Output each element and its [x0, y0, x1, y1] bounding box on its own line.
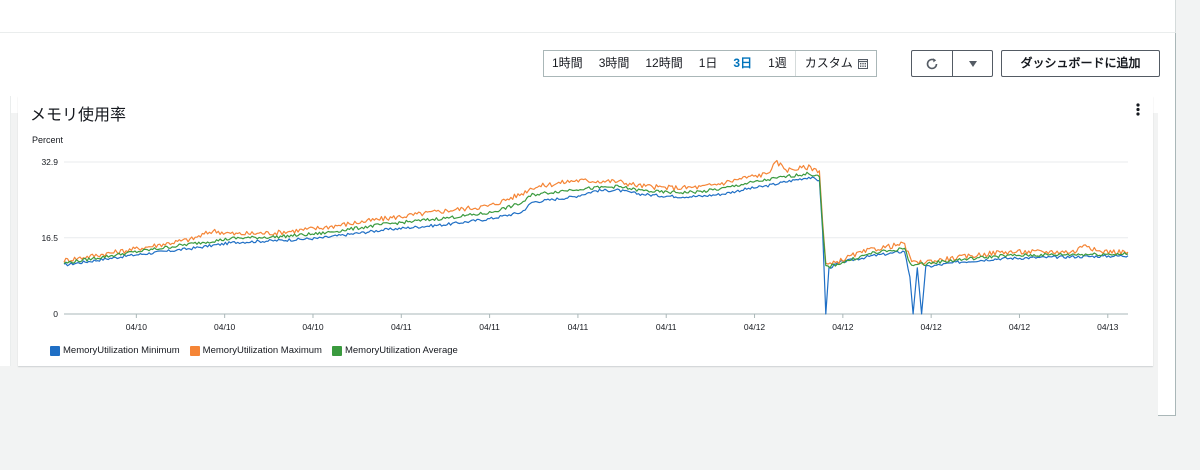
widget-title: メモリ使用率	[30, 107, 127, 124]
range-custom-label: カスタム	[804, 56, 853, 70]
x-tick-label: 04/12	[1009, 322, 1031, 332]
legend-item-average[interactable]: MemoryUtilization Average	[331, 345, 458, 356]
add-to-dashboard-button[interactable]: ダッシュボードに追加	[1001, 50, 1160, 77]
refresh-button-group	[911, 50, 993, 77]
legend-label-average: MemoryUtilization Average	[344, 345, 458, 356]
range-1d-button[interactable]: 1日	[698, 56, 718, 70]
y-tick-label: 0	[53, 309, 58, 319]
calendar-icon	[857, 58, 868, 69]
legend-swatch-maximum	[189, 345, 200, 356]
range-3d-button[interactable]: 3日	[733, 56, 753, 70]
top-panel	[0, 0, 1176, 33]
legend-label-maximum: MemoryUtilization Maximum	[202, 345, 322, 356]
legend-label-minimum: MemoryUtilization Minimum	[63, 345, 180, 356]
y-tick-label: 16.5	[41, 233, 58, 243]
refresh-options-dropdown[interactable]	[953, 51, 992, 76]
x-tick-label: 04/11	[656, 322, 677, 332]
previous-widget-edge	[0, 96, 11, 366]
x-tick-label: 04/11	[479, 322, 500, 332]
range-12h-button[interactable]: 12時間	[645, 56, 683, 70]
series-line-maximum	[63, 159, 1129, 265]
series-line-minimum	[63, 176, 1129, 315]
x-tick-label: 04/11	[391, 322, 412, 332]
line-chart: 32.9 16.5 0 04/10 04/10 04/10 04/11 04/11 04/11 0…	[41, 157, 1129, 332]
range-1h-button[interactable]: 1時間	[552, 56, 583, 70]
range-custom-button[interactable]: カスタム	[794, 51, 876, 76]
legend-swatch-minimum	[50, 345, 60, 356]
time-range-selector: 1時間 3時間 12時間 1日 3日 1週 カスタム	[543, 50, 877, 77]
legend-item-maximum[interactable]: MemoryUtilization Maximum	[189, 345, 322, 356]
chart-legend: MemoryUtilization Minimum MemoryUtilizat…	[50, 345, 458, 356]
range-1w-button[interactable]: 1週	[768, 56, 787, 70]
y-tick-label: 32.9	[41, 157, 58, 167]
range-3h-button[interactable]: 3時間	[598, 56, 630, 70]
x-tick-label: 04/10	[126, 322, 148, 332]
x-tick-label: 04/12	[744, 322, 766, 332]
x-tick-label: 04/13	[1097, 322, 1119, 332]
y-axis-label: Percent	[32, 135, 64, 145]
series-line-average	[63, 171, 1129, 269]
caret-down-icon	[968, 60, 977, 67]
legend-swatch-average	[331, 345, 342, 356]
memory-utilization-widget: 32.9 16.5 0 04/10 04/10 04/10 04/11 04/11 04/11 0…	[18, 96, 1153, 366]
x-tick-label: 04/12	[832, 322, 854, 332]
x-tick-label: 04/12	[921, 322, 943, 332]
x-tick-label: 04/11	[568, 322, 589, 332]
refresh-icon	[926, 57, 938, 69]
x-tick-label: 04/10	[302, 322, 324, 332]
widget-menu-icon[interactable]	[1135, 101, 1141, 117]
legend-item-minimum[interactable]: MemoryUtilization Minimum	[50, 345, 180, 356]
refresh-button[interactable]	[912, 51, 953, 76]
x-tick-label: 04/10	[214, 322, 236, 332]
